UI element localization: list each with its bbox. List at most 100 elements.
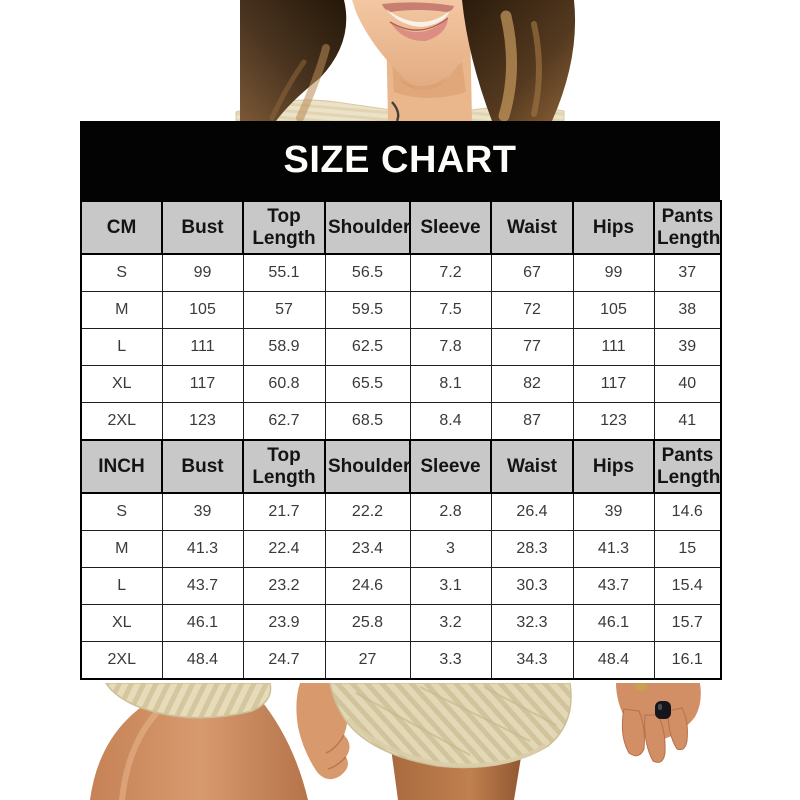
table-row: L 111 58.9 62.5 7.8 77 111 39 <box>80 328 722 366</box>
table-row: M 105 57 59.5 7.5 72 105 38 <box>80 291 722 329</box>
shorts-left-leg <box>105 683 272 719</box>
measurement-cell: 15 <box>653 530 722 568</box>
measurement-cell: 48.4 <box>161 641 244 680</box>
model-right-hand <box>616 683 701 763</box>
size-label: M <box>80 530 163 568</box>
measurement-cell: 105 <box>572 291 655 329</box>
table-row: M 41.3 22.4 23.4 3 28.3 41.3 15 <box>80 530 722 568</box>
model-face <box>352 0 480 90</box>
measurement-cell: 23.2 <box>242 567 326 605</box>
size-label: XL <box>80 604 163 642</box>
measurement-cell: 8.1 <box>409 365 492 403</box>
column-header: Hips <box>572 200 655 255</box>
measurement-cell: 23.4 <box>324 530 411 568</box>
model-hair-left <box>240 0 347 121</box>
table-row: 2XL 48.4 24.7 27 3.3 34.3 48.4 16.1 <box>80 641 722 680</box>
measurement-cell: 22.4 <box>242 530 326 568</box>
measurement-cell: 3.1 <box>409 567 492 605</box>
size-label: 2XL <box>80 641 163 680</box>
size-chart-table: CM Bust Top Length Shoulder Sleeve Waist Hips P… <box>80 200 722 680</box>
measurement-cell: 46.1 <box>161 604 244 642</box>
measurement-cell: 14.6 <box>653 492 722 531</box>
size-label: 2XL <box>80 402 163 441</box>
column-header: Bust <box>161 200 244 255</box>
table-row: XL 117 60.8 65.5 8.1 82 117 40 <box>80 365 722 403</box>
measurement-cell: 60.8 <box>242 365 326 403</box>
measurement-cell: 39 <box>161 492 244 531</box>
column-header: CM <box>80 200 163 255</box>
measurement-cell: 3 <box>409 530 492 568</box>
size-label: L <box>80 567 163 605</box>
size-label: L <box>80 328 163 366</box>
measurement-cell: 3.3 <box>409 641 492 680</box>
measurement-cell: 48.4 <box>572 641 655 680</box>
measurement-cell: 15.4 <box>653 567 722 605</box>
measurement-cell: 77 <box>490 328 574 366</box>
measurement-cell: 7.2 <box>409 253 492 292</box>
measurement-cell: 72 <box>490 291 574 329</box>
column-header: Shoulder <box>324 200 411 255</box>
ring <box>635 683 647 691</box>
measurement-cell: 111 <box>572 328 655 366</box>
measurement-cell: 7.8 <box>409 328 492 366</box>
measurement-cell: 62.5 <box>324 328 411 366</box>
model-hair-right <box>462 0 576 121</box>
header-row-cm: CM Bust Top Length Shoulder Sleeve Waist Hips P… <box>80 200 722 255</box>
measurement-cell: 26.4 <box>490 492 574 531</box>
column-header: Top Length <box>242 200 326 255</box>
measurement-cell: 32.3 <box>490 604 574 642</box>
measurement-cell: 46.1 <box>572 604 655 642</box>
measurement-cell: 39 <box>572 492 655 531</box>
measurement-cell: 123 <box>572 402 655 441</box>
measurement-cell: 15.7 <box>653 604 722 642</box>
measurement-cell: 37 <box>653 253 722 292</box>
measurement-cell: 43.7 <box>161 567 244 605</box>
measurement-cell: 22.2 <box>324 492 411 531</box>
measurement-cell: 25.8 <box>324 604 411 642</box>
size-label: XL <box>80 365 163 403</box>
table-row: S 39 21.7 22.2 2.8 26.4 39 14.6 <box>80 492 722 531</box>
measurement-cell: 34.3 <box>490 641 574 680</box>
column-header: Shoulder <box>324 439 411 494</box>
size-chart: SIZE CHART CM Bust Top Length Shoulder Sleev… <box>80 121 722 680</box>
measurement-cell: 117 <box>161 365 244 403</box>
table-row: 2XL 123 62.7 68.5 8.4 87 123 41 <box>80 402 722 441</box>
column-header: Pants Length <box>653 200 722 255</box>
model-left-thigh <box>90 686 308 800</box>
necklace <box>391 101 400 121</box>
model-photo-bottom <box>90 683 701 800</box>
measurement-cell: 24.7 <box>242 641 326 680</box>
measurement-cell: 99 <box>572 253 655 292</box>
measurement-cell: 40 <box>653 365 722 403</box>
column-header: Waist <box>490 439 574 494</box>
measurement-cell: 68.5 <box>324 402 411 441</box>
header-row-inch: INCH Bust Top Length Shoulder Sleeve Waist Hip… <box>80 439 722 494</box>
column-header: INCH <box>80 439 163 494</box>
column-header: Pants Length <box>653 439 722 494</box>
measurement-cell: 24.6 <box>324 567 411 605</box>
measurement-cell: 2.8 <box>409 492 492 531</box>
shorts-right-leg <box>329 683 572 769</box>
column-header: Sleeve <box>409 200 492 255</box>
measurement-cell: 57 <box>242 291 326 329</box>
measurement-cell: 3.2 <box>409 604 492 642</box>
measurement-cell: 87 <box>490 402 574 441</box>
measurement-cell: 117 <box>572 365 655 403</box>
measurement-cell: 111 <box>161 328 244 366</box>
measurement-cell: 58.9 <box>242 328 326 366</box>
measurement-cell: 99 <box>161 253 244 292</box>
measurement-cell: 55.1 <box>242 253 326 292</box>
measurement-cell: 38 <box>653 291 722 329</box>
size-label: M <box>80 291 163 329</box>
column-header: Bust <box>161 439 244 494</box>
measurement-cell: 27 <box>324 641 411 680</box>
size-chart-title: SIZE CHART <box>80 121 720 200</box>
measurement-cell: 28.3 <box>490 530 574 568</box>
measurement-cell: 41.3 <box>161 530 244 568</box>
measurement-cell: 43.7 <box>572 567 655 605</box>
measurement-cell: 62.7 <box>242 402 326 441</box>
measurement-cell: 16.1 <box>653 641 722 680</box>
measurement-cell: 21.7 <box>242 492 326 531</box>
measurement-cell: 8.4 <box>409 402 492 441</box>
size-label: S <box>80 492 163 531</box>
